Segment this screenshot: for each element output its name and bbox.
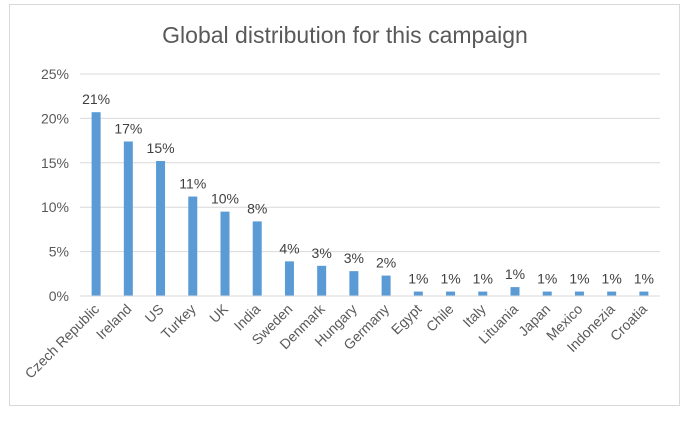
bars — [91, 112, 649, 297]
category-label: Czech Republic — [22, 301, 103, 382]
bar — [91, 112, 101, 297]
data-label: 1% — [473, 271, 493, 287]
data-label: 11% — [179, 176, 206, 192]
data-label: 10% — [211, 191, 239, 207]
y-tick-label: 5% — [49, 244, 69, 260]
category-label: US — [142, 301, 167, 326]
data-label: 1% — [602, 271, 622, 287]
y-tick-label: 10% — [41, 199, 69, 215]
bar — [607, 291, 617, 296]
chart-frame — [9, 4, 680, 406]
bar — [542, 291, 552, 296]
data-label: 8% — [247, 200, 267, 216]
bar — [446, 291, 456, 296]
data-label: 1% — [440, 271, 460, 287]
data-label: 1% — [505, 266, 525, 282]
y-tick-label: 15% — [41, 155, 69, 171]
data-label: 2% — [376, 255, 396, 271]
data-labels: 21%17% 15% 11% 10% 8% 4% 3% 3% 2% 1% 1% 1% 1% 1% 1% 1% 1… — [82, 91, 654, 286]
bar — [156, 161, 166, 296]
data-label: 3% — [344, 250, 364, 266]
bar — [574, 291, 584, 296]
bar — [381, 275, 391, 296]
bar — [188, 196, 198, 296]
data-label: 1% — [569, 271, 589, 287]
y-tick-label: 20% — [41, 110, 69, 126]
category-label: Croatia — [607, 301, 650, 344]
data-label: 15% — [147, 140, 175, 156]
data-label: 21% — [82, 91, 110, 107]
chart-title: Global distribution for this campaign — [162, 22, 528, 48]
bar — [220, 211, 230, 296]
y-axis-ticks: 0% 5% 10% 15% 20% 25% — [41, 66, 69, 304]
category-label: UK — [206, 300, 232, 326]
bar — [284, 261, 294, 296]
y-tick-label: 25% — [41, 66, 69, 82]
bar — [349, 271, 359, 296]
data-label: 1% — [634, 271, 654, 287]
bar — [478, 291, 488, 296]
gridlines — [80, 73, 660, 253]
data-label: 1% — [537, 271, 557, 287]
category-label: Ireland — [93, 301, 135, 343]
data-label: 1% — [408, 271, 428, 287]
category-label: Turkey — [158, 301, 199, 342]
category-label: Egypt — [388, 301, 425, 338]
bar — [639, 291, 649, 296]
category-label: Chile — [423, 301, 457, 335]
data-label: 17% — [114, 120, 142, 136]
bar — [317, 265, 327, 296]
y-tick-label: 0% — [49, 288, 69, 304]
data-label: 4% — [279, 240, 299, 256]
bar — [123, 141, 133, 296]
bar — [413, 291, 423, 296]
bar — [252, 221, 262, 296]
bar — [510, 287, 520, 296]
data-label: 3% — [312, 245, 332, 261]
